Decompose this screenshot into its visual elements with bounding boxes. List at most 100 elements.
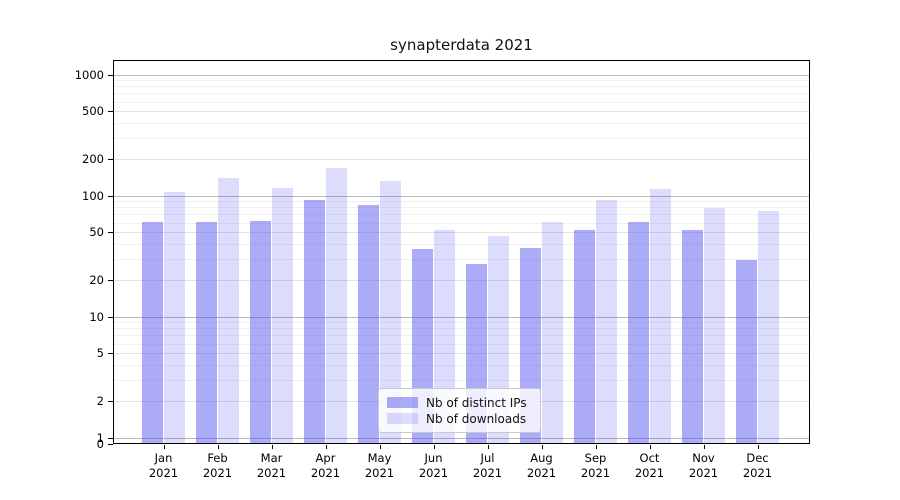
gridline-major — [113, 195, 810, 197]
bar-distinct-ips — [357, 204, 380, 444]
y-tick-label: 10 — [89, 309, 104, 324]
gridline — [113, 280, 810, 282]
y-tick-label: 200 — [82, 152, 104, 167]
legend: Nb of distinct IPs Nb of downloads — [378, 388, 541, 433]
gridline — [113, 111, 810, 113]
bar-downloads — [541, 222, 564, 444]
y-tick-mark — [108, 280, 113, 282]
bar-downloads — [325, 167, 348, 444]
gridline-minor — [113, 207, 810, 209]
y-tick-mark — [108, 111, 113, 113]
x-tick-mark — [163, 445, 165, 449]
legend-label-downloads: Nb of downloads — [426, 411, 527, 426]
y-tick-mark — [108, 353, 113, 355]
y-tick-label: 5 — [96, 346, 104, 361]
gridline-minor — [113, 335, 810, 337]
gridline-minor — [113, 259, 810, 260]
y-tick-mark — [108, 232, 113, 234]
bar-distinct-ips — [195, 222, 218, 444]
x-tick-label: Oct 2021 — [634, 451, 665, 480]
x-tick-label: Jul 2021 — [472, 451, 503, 480]
x-tick-label: Mar 2021 — [256, 451, 287, 480]
gridline-minor — [113, 328, 810, 330]
gridline-minor — [113, 93, 810, 95]
bar-distinct-ips — [303, 199, 326, 444]
bar-downloads — [217, 177, 240, 444]
x-tick-label: Sep 2021 — [580, 451, 611, 480]
bar-distinct-ips — [141, 222, 164, 444]
y-tick-mark — [108, 195, 113, 197]
y-tick-mark — [108, 401, 113, 403]
gridline-minor — [113, 364, 810, 366]
x-tick-mark — [487, 445, 489, 449]
bar-downloads — [595, 200, 618, 444]
x-tick-mark — [271, 445, 273, 449]
gridline-major — [113, 316, 810, 318]
y-tick-mark — [108, 74, 113, 76]
x-tick-label: May 2021 — [364, 451, 395, 480]
gridline-minor — [113, 86, 810, 88]
gridline — [113, 232, 810, 234]
bar-distinct-ips — [735, 260, 758, 444]
gridline-minor — [113, 214, 810, 216]
x-tick-mark — [595, 445, 597, 449]
gridline-major — [113, 74, 810, 76]
gridline — [113, 353, 810, 355]
y-tick-label: 0 — [96, 437, 104, 452]
bar-downloads — [757, 210, 780, 444]
x-tick-mark — [703, 445, 705, 449]
bar-distinct-ips — [573, 229, 596, 444]
x-tick-mark — [649, 445, 651, 449]
y-tick-label: 50 — [89, 225, 104, 240]
x-tick-mark — [379, 445, 381, 449]
x-tick-mark — [325, 445, 327, 449]
gridline-major — [113, 437, 810, 439]
x-tick-label: Feb 2021 — [202, 451, 233, 480]
legend-swatch-ips — [387, 397, 418, 408]
gridline-minor — [113, 80, 810, 82]
y-tick-mark — [108, 316, 113, 318]
x-tick-mark — [757, 445, 759, 449]
gridline — [113, 159, 810, 161]
x-tick-mark — [433, 445, 435, 449]
y-tick-label: 1000 — [74, 67, 104, 82]
y-tick-label: 20 — [89, 273, 104, 288]
x-tick-label: Nov 2021 — [688, 451, 719, 480]
legend-label-ips: Nb of distinct IPs — [426, 395, 527, 410]
bar-downloads — [649, 189, 672, 444]
y-tick-label: 2 — [96, 394, 104, 409]
gridline-minor — [113, 380, 810, 381]
chart-title: synapterdata 2021 — [390, 36, 533, 54]
y-tick-mark — [108, 444, 113, 446]
gridline-minor — [113, 343, 810, 345]
y-tick-label: 1 — [96, 430, 104, 445]
gridline-minor — [113, 201, 810, 203]
y-tick-label: 100 — [82, 188, 104, 203]
x-tick-label: Apr 2021 — [310, 451, 341, 480]
plot-area: Nb of distinct IPs Nb of downloads — [113, 60, 810, 444]
x-tick-label: Dec 2021 — [742, 451, 773, 480]
legend-swatch-downloads — [387, 413, 418, 424]
x-tick-mark — [541, 445, 543, 449]
gridline-minor — [113, 101, 810, 103]
x-tick-label: Aug 2021 — [526, 451, 557, 480]
legend-row-ips: Nb of distinct IPs — [387, 395, 532, 410]
y-tick-mark — [108, 437, 113, 439]
y-tick-mark — [108, 159, 113, 161]
x-tick-label: Jun 2021 — [418, 451, 449, 480]
bar-downloads — [271, 187, 294, 444]
gridline-minor — [113, 222, 810, 224]
y-tick-label: 500 — [82, 104, 104, 119]
gridline-minor — [113, 138, 810, 139]
x-tick-label: Jan 2021 — [148, 451, 179, 480]
gridline-minor — [113, 322, 810, 324]
bar-distinct-ips — [627, 222, 650, 444]
gridline-minor — [113, 243, 810, 245]
bar-downloads — [379, 180, 402, 444]
x-tick-mark — [217, 445, 219, 449]
legend-row-downloads: Nb of downloads — [387, 411, 532, 426]
gridline-minor — [113, 122, 810, 124]
bar-downloads — [163, 191, 186, 444]
bar-distinct-ips — [249, 220, 272, 444]
